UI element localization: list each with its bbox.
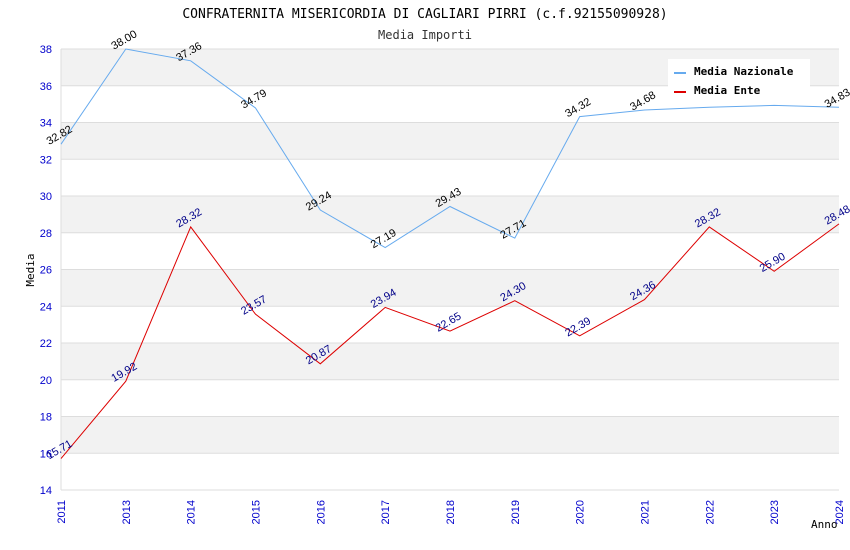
grid-bands (61, 49, 839, 490)
x-tick-label: 2013 (121, 500, 133, 524)
x-tick-label: 2020 (575, 500, 587, 524)
grid-band (61, 379, 839, 417)
x-tick-label: 2014 (186, 500, 198, 524)
x-tick-label: 2015 (251, 500, 263, 524)
grid-band (61, 232, 839, 270)
legend-box (668, 59, 810, 101)
series-line-media-nazionale (60, 48, 840, 249)
grid-band (61, 453, 839, 490)
y-tick-label: 24 (40, 301, 52, 313)
y-tick-label: 36 (40, 81, 52, 93)
axes (60, 49, 839, 491)
y-tick-label: 28 (40, 228, 52, 240)
y-tick-label: 34 (40, 118, 52, 130)
x-tick-label: 2022 (704, 500, 716, 524)
chart-title: CONFRATERNITA MISERICORDIA DI CAGLIARI P… (182, 7, 667, 22)
grid-band (61, 416, 839, 454)
grid-band (61, 343, 839, 380)
y-tick-label: 32 (40, 154, 52, 166)
y-tick-label: 14 (40, 485, 52, 497)
y-tick-label: 38 (40, 44, 52, 56)
legend: Media Nazionale Media Ente (668, 59, 810, 101)
y-tick-label: 16 (40, 448, 52, 460)
x-tick-label: 2021 (640, 500, 652, 524)
x-tick-label: 2017 (380, 500, 392, 524)
x-tick-label: 2011 (56, 500, 68, 524)
x-axis-label: Anno (811, 518, 838, 531)
grid-band (61, 306, 839, 343)
y-tick-label: 22 (40, 338, 52, 350)
x-tick-label: 2024 (834, 500, 846, 524)
series-lines (60, 48, 840, 459)
grid-band (61, 122, 839, 160)
y-tick-label: 30 (40, 191, 52, 203)
legend-entry: Media Nazionale (694, 65, 794, 78)
y-tick-labels: 14 16 18 20 22 24 26 28 30 32 34 36 38 (40, 44, 52, 497)
grid-band (61, 269, 839, 307)
x-tick-label: 2023 (769, 500, 781, 524)
x-tick-label: 2018 (445, 500, 457, 524)
grid-band (61, 159, 839, 196)
series-line-media-ente (60, 223, 840, 459)
chart-subtitle: Media Importi (378, 28, 472, 42)
y-tick-label: 18 (40, 412, 52, 424)
y-tick-label: 26 (40, 265, 52, 277)
legend-entry: Media Ente (694, 84, 761, 97)
y-axis-label: Media (24, 253, 37, 286)
x-tick-label: 2016 (315, 500, 327, 524)
x-tick-labels: 2011 2013 2014 2015 2016 2017 2018 2019 2020 2021… (56, 500, 846, 524)
x-tick-label: 2019 (510, 500, 522, 524)
y-tick-label: 20 (40, 375, 52, 387)
